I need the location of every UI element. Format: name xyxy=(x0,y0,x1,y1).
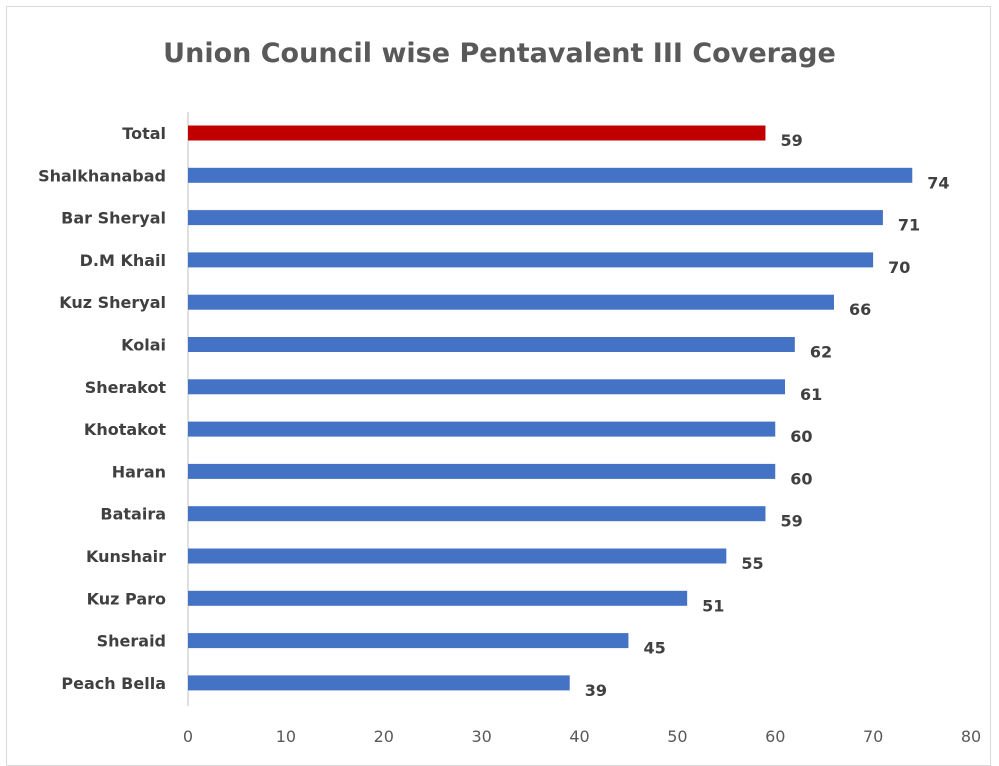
bar-sheraid xyxy=(188,633,629,649)
bar-kolai xyxy=(188,337,795,352)
x-tick-label: 50 xyxy=(667,727,687,746)
category-label: Sherakot xyxy=(85,378,167,397)
data-label: 70 xyxy=(888,258,910,277)
category-label: Bar Sheryal xyxy=(61,209,166,228)
category-label: Bataira xyxy=(100,505,166,524)
x-tick-label: 20 xyxy=(374,727,394,746)
x-tick-label: 60 xyxy=(765,727,785,746)
data-label: 61 xyxy=(800,385,822,404)
category-label: D.M Khail xyxy=(80,251,166,270)
data-label: 59 xyxy=(780,131,802,150)
chart-title: Union Council wise Pentavalent III Cover… xyxy=(163,38,836,69)
x-tick-label: 10 xyxy=(276,727,296,746)
bar-sherakot xyxy=(188,379,786,395)
data-label: 39 xyxy=(585,681,607,700)
bar-shalkhanabad xyxy=(188,167,913,183)
x-tick-label: 0 xyxy=(183,727,193,746)
data-label: 66 xyxy=(849,300,871,319)
x-tick-label: 80 xyxy=(961,727,981,746)
category-label: Sheraid xyxy=(97,632,166,651)
data-label: 71 xyxy=(898,216,920,235)
data-label: 74 xyxy=(927,173,949,192)
x-tick-label: 40 xyxy=(569,727,589,746)
data-label: 45 xyxy=(643,639,665,658)
bar-bar-sheryal xyxy=(188,210,883,226)
x-tick-label: 70 xyxy=(863,727,883,746)
data-label: 60 xyxy=(790,427,812,446)
category-label: Haran xyxy=(112,462,166,481)
category-label: Kuz Sheryal xyxy=(59,293,166,312)
category-label: Kolai xyxy=(121,336,166,355)
category-label: Peach Bella xyxy=(61,674,166,693)
bar-bataira xyxy=(188,506,766,522)
bar-kuz-sheryal xyxy=(188,294,834,310)
category-label: Kunshair xyxy=(86,547,166,566)
bar-d-m-khail xyxy=(188,252,874,268)
data-label: 55 xyxy=(741,554,763,573)
bar-haran xyxy=(188,463,776,479)
category-label: Total xyxy=(122,124,166,143)
bar-total xyxy=(188,125,766,141)
data-label: 60 xyxy=(790,469,812,488)
category-label: Shalkhanabad xyxy=(38,166,166,185)
data-label: 59 xyxy=(780,512,802,531)
bar-peach-bella xyxy=(188,675,570,691)
category-label: Kuz Paro xyxy=(87,589,166,608)
bar-kuz-paro xyxy=(188,590,688,606)
data-label: 62 xyxy=(810,343,832,362)
bar-kunshair xyxy=(188,548,727,564)
x-tick-label: 30 xyxy=(471,727,491,746)
bar-khotakot xyxy=(188,421,776,437)
category-label: Khotakot xyxy=(84,420,166,439)
data-label: 51 xyxy=(702,596,724,615)
